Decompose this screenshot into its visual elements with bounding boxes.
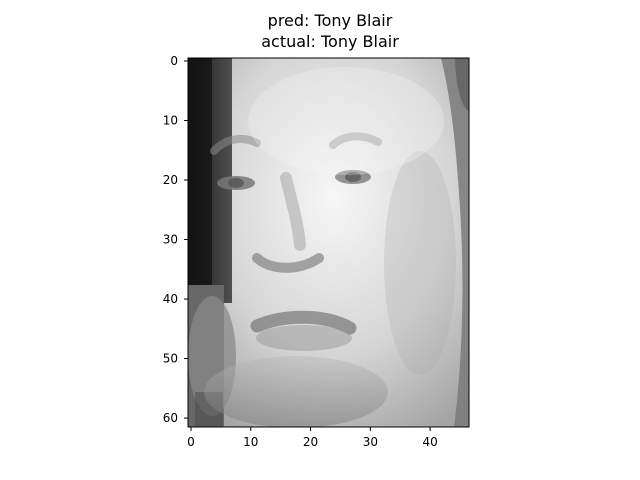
x-axis: 0 10 20 30 40 [187,427,438,449]
y-axis-tick-label: 50 [163,352,178,366]
y-axis-tick-label: 20 [163,173,178,187]
actual-label: actual: Tony Blair [261,32,399,51]
x-axis-tick-label: 0 [187,435,195,449]
x-axis-tick-label: 30 [363,435,378,449]
y-axis-tick-label: 30 [163,233,178,247]
y-axis-tick-label: 0 [170,54,178,68]
plot-title: pred: Tony Blair actual: Tony Blair [200,10,460,52]
x-axis-tick-label: 40 [422,435,437,449]
x-axis-tick-label: 10 [243,435,258,449]
prediction-label: pred: Tony Blair [267,11,393,30]
y-axis-tick-label: 60 [163,411,178,425]
face-image [188,58,469,427]
y-axis: 0 10 20 30 40 50 60 [163,54,188,425]
y-axis-tick-label: 10 [163,113,178,127]
y-axis-tick-label: 40 [163,292,178,306]
x-axis-tick-label: 20 [303,435,318,449]
image-frame [187,57,470,428]
